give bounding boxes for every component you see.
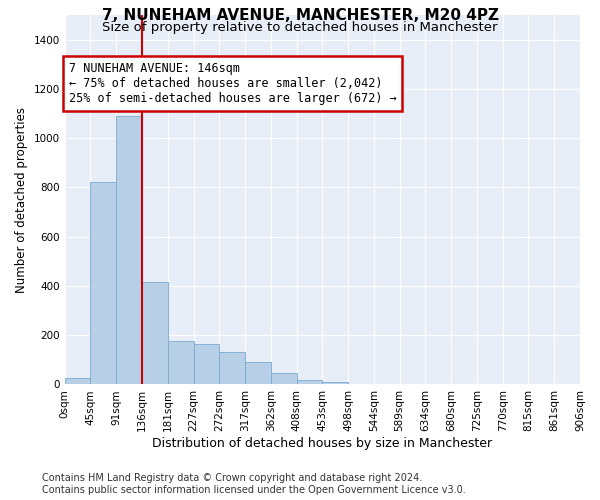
Bar xyxy=(91,182,116,384)
Bar xyxy=(142,282,168,384)
Bar xyxy=(271,374,296,384)
Text: 7 NUNEHAM AVENUE: 146sqm
← 75% of detached houses are smaller (2,042)
25% of sem: 7 NUNEHAM AVENUE: 146sqm ← 75% of detach… xyxy=(68,62,396,105)
Bar xyxy=(322,382,348,384)
Bar xyxy=(296,380,322,384)
Text: 7, NUNEHAM AVENUE, MANCHESTER, M20 4PZ: 7, NUNEHAM AVENUE, MANCHESTER, M20 4PZ xyxy=(101,8,499,22)
Bar xyxy=(65,378,91,384)
Bar xyxy=(245,362,271,384)
Bar xyxy=(219,352,245,384)
Bar xyxy=(168,342,193,384)
Text: Contains HM Land Registry data © Crown copyright and database right 2024.
Contai: Contains HM Land Registry data © Crown c… xyxy=(42,474,466,495)
X-axis label: Distribution of detached houses by size in Manchester: Distribution of detached houses by size … xyxy=(152,437,493,450)
Text: Size of property relative to detached houses in Manchester: Size of property relative to detached ho… xyxy=(102,21,498,34)
Y-axis label: Number of detached properties: Number of detached properties xyxy=(15,106,28,292)
Bar xyxy=(193,344,219,385)
Bar xyxy=(116,116,142,384)
